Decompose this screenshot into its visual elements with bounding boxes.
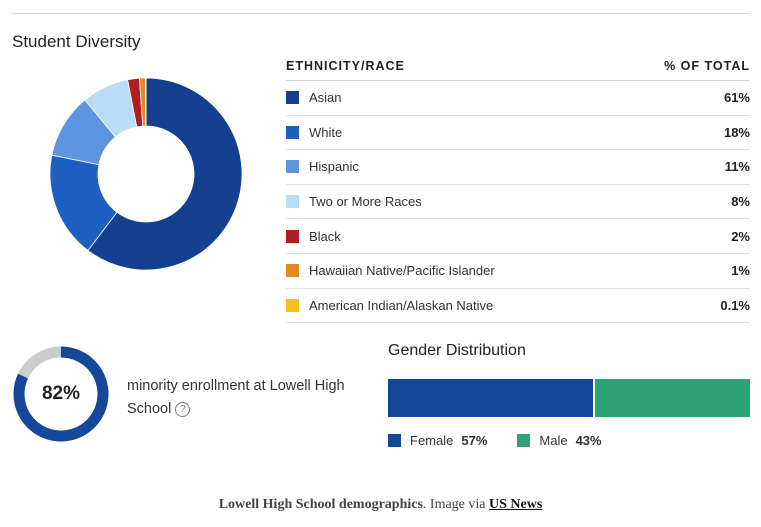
female-swatch: [388, 434, 401, 447]
row-label: Hawaiian Native/Pacific Islander: [309, 263, 495, 279]
row-value: 61%: [723, 90, 750, 106]
swatch-american-indian: [286, 298, 299, 312]
donut-slice-american-indian: [145, 77, 147, 127]
ethnicity-table: ETHNICITY/RACE % OF TOTAL Asian 61% Whit…: [286, 52, 750, 324]
swatch-black: [286, 229, 299, 243]
swatch-hawaiian: [286, 264, 299, 278]
bar-divider: [593, 379, 596, 417]
header-ethnicity: ETHNICITY/RACE: [286, 59, 405, 73]
table-header: ETHNICITY/RACE % OF TOTAL: [286, 52, 750, 81]
minority-percent: 82%: [41, 383, 81, 404]
caption-title: Lowell High School demographics: [218, 497, 423, 512]
table-row: Black 2%: [286, 219, 750, 254]
help-icon[interactable]: ?: [175, 401, 191, 417]
header-percent: % OF TOTAL: [664, 59, 750, 73]
gender-bar: [388, 379, 750, 417]
female-bar-segment: [388, 379, 594, 417]
row-label: White: [309, 124, 343, 140]
table-row: Hawaiian Native/Pacific Islander 1%: [286, 254, 750, 289]
image-caption: Lowell High School demographics. Image v…: [0, 497, 761, 513]
caption-text: . Image via: [422, 497, 489, 512]
male-label: Male: [539, 433, 568, 448]
row-value: 1%: [731, 263, 750, 279]
ethnicity-donut-chart: [49, 77, 243, 271]
swatch-hispanic: [286, 160, 299, 174]
donut-slice-asian: [87, 77, 243, 271]
gender-title: Gender Distribution: [388, 342, 526, 359]
top-divider: [12, 13, 749, 14]
table-row: Two or More Races 8%: [286, 185, 750, 220]
row-value: 11%: [724, 159, 750, 175]
minority-text: minority enrollment at Lowell High Schoo…: [127, 378, 345, 417]
male-percent: 43%: [575, 433, 602, 448]
row-value: 0.1%: [720, 297, 750, 313]
table-row: Asian 61%: [286, 81, 750, 116]
page-title: Student Diversity: [12, 32, 141, 51]
swatch-asian: [286, 91, 299, 105]
male-bar-segment: [595, 379, 750, 417]
row-label: Black: [309, 228, 341, 244]
minority-description: minority enrollment at Lowell High Schoo…: [127, 375, 377, 421]
row-value: 8%: [731, 194, 750, 210]
row-label: Asian: [309, 90, 342, 106]
female-label: Female: [410, 433, 454, 448]
swatch-white: [286, 125, 299, 139]
row-label: Hispanic: [309, 159, 359, 175]
minority-ring-chart: [13, 346, 109, 442]
swatch-two-or-more: [286, 195, 299, 209]
table-row: White 18%: [286, 116, 750, 151]
female-percent: 57%: [461, 433, 488, 448]
table-row: American Indian/Alaskan Native 0.1%: [286, 289, 750, 324]
row-label: American Indian/Alaskan Native: [309, 297, 494, 313]
male-swatch: [517, 434, 531, 447]
table-row: Hispanic 11%: [286, 150, 750, 185]
source-link[interactable]: US News: [489, 497, 543, 512]
gender-legend: Female 57% Male 43%: [388, 433, 602, 448]
row-value: 2%: [731, 228, 750, 244]
row-label: Two or More Races: [309, 194, 422, 210]
row-value: 18%: [723, 124, 750, 140]
